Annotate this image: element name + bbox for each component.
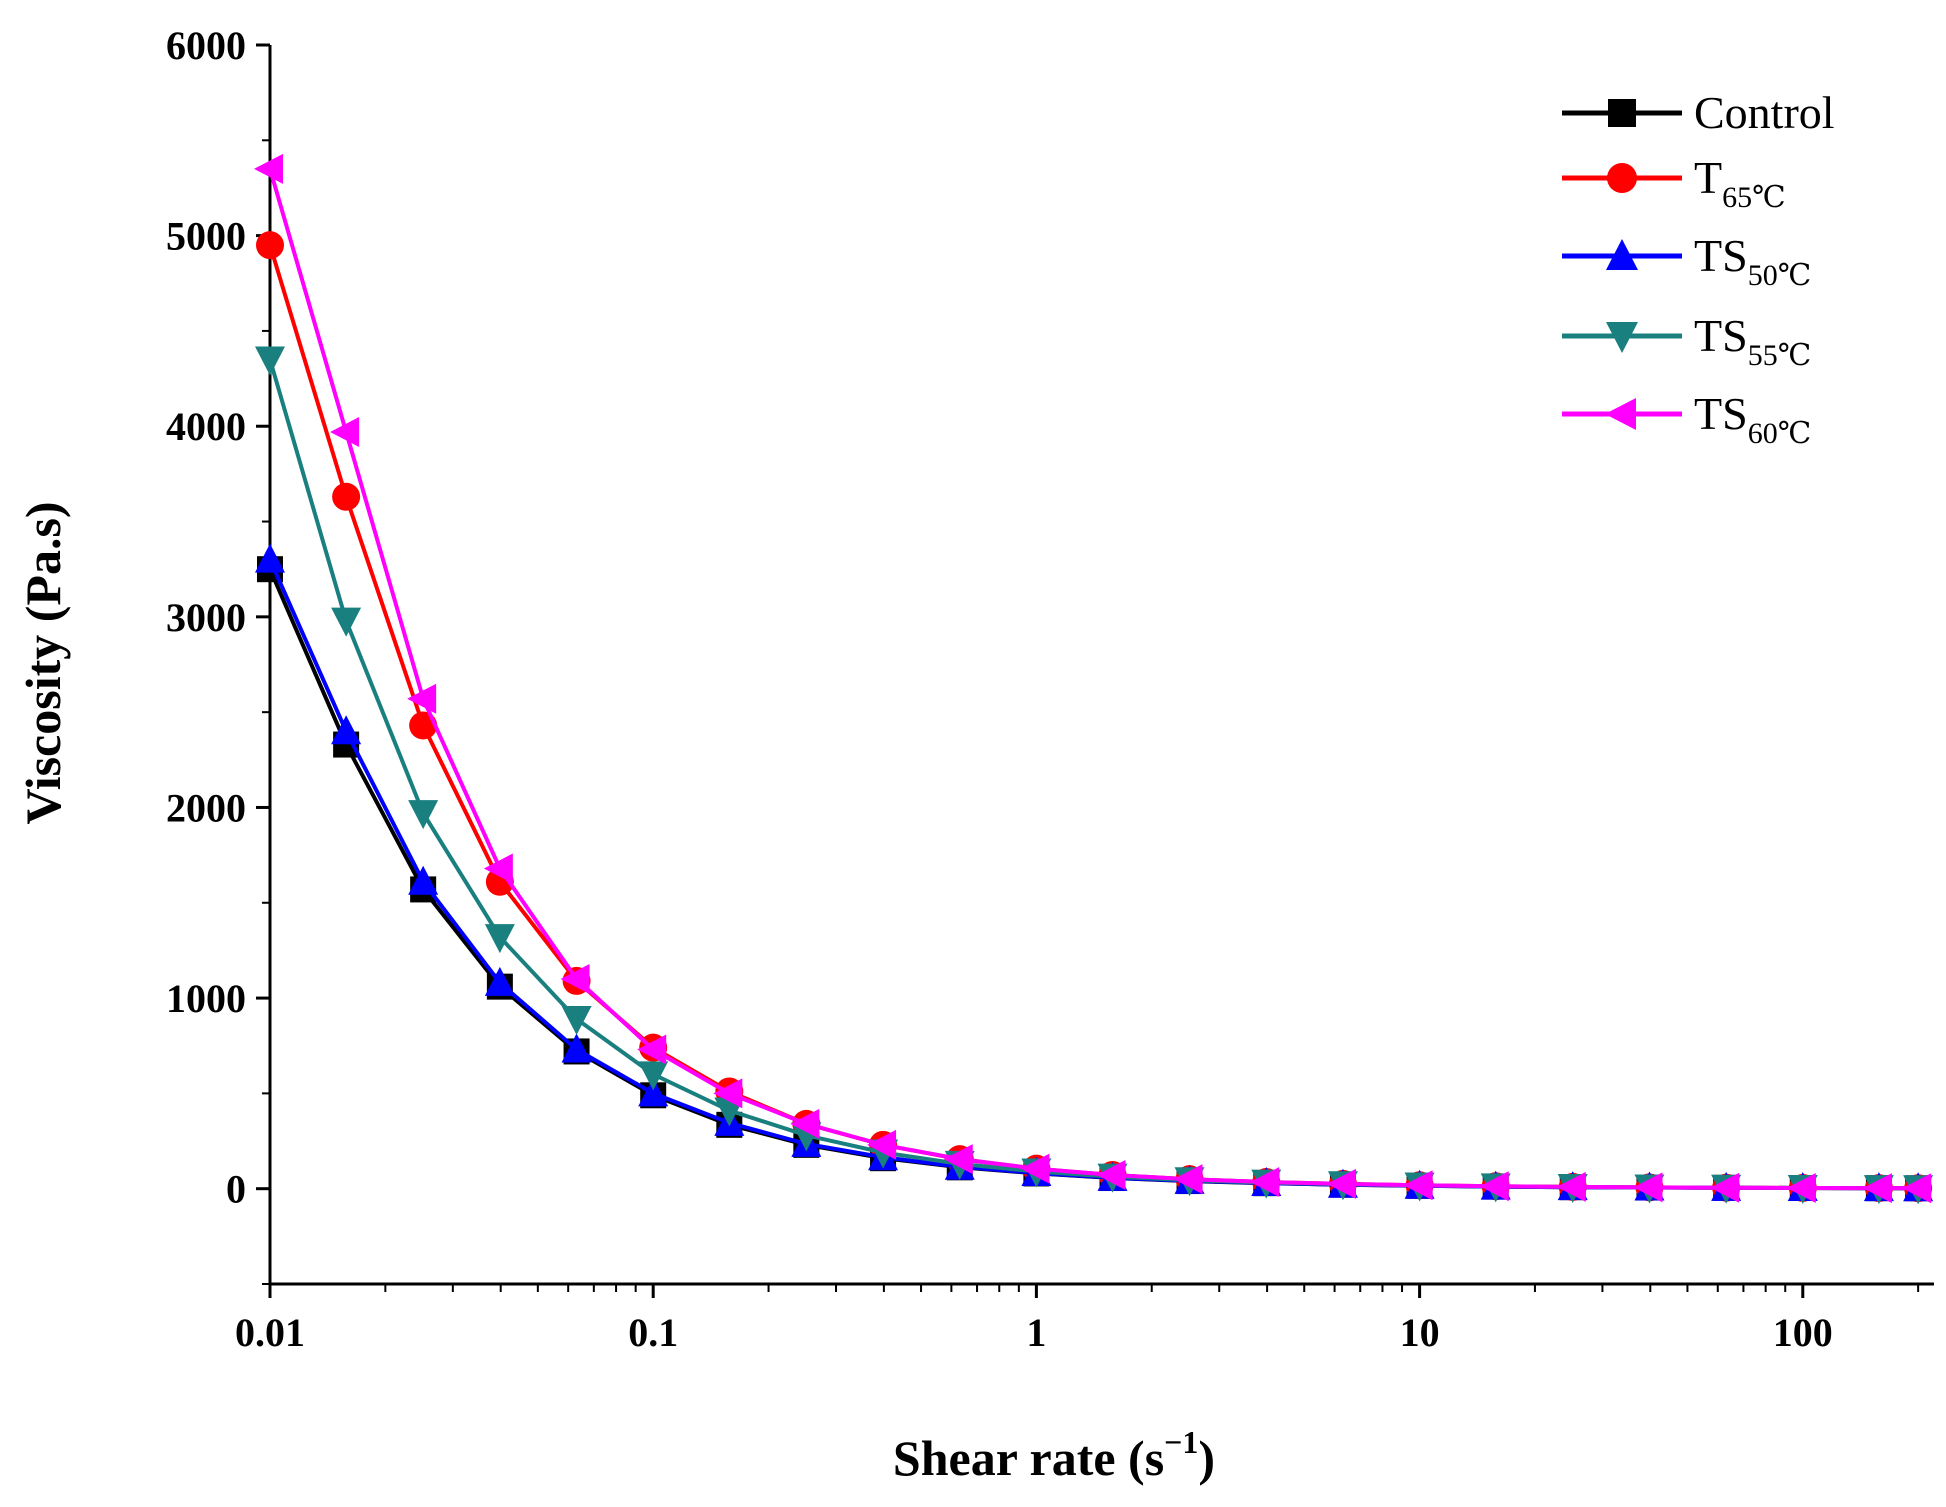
legend-marker [1606,322,1638,353]
data-point [408,800,439,830]
data-point [1173,1164,1203,1195]
y-tick-label: 3000 [166,595,246,640]
legend-item: TS60℃ [1562,388,1811,450]
data-point [483,853,513,884]
legend-label: TS50℃ [1694,230,1811,292]
data-point [331,607,362,637]
legend-marker [1608,99,1636,127]
y-tick-label: 5000 [166,214,246,259]
data-point [408,865,439,895]
legend-label-main: T [1694,152,1722,203]
x-axis-title: Shear rate (s−1) [893,1424,1215,1486]
data-point [255,543,285,573]
series-ts-55- [255,346,1934,1205]
data-point [1710,1172,1740,1203]
legend-label-subscript: 50℃ [1748,259,1812,292]
axes: 0 1000 2000 3000 4000 5000 6000 0.01 0.1 1 10 100 [166,23,1934,1355]
legend-marker [1607,163,1637,193]
data-point [255,346,285,376]
data-point [256,231,284,260]
data-point [332,482,361,511]
x-tick-label: 1 [1026,1310,1046,1355]
y-tick-label: 2000 [166,785,246,830]
legend-label-main: TS [1694,230,1748,281]
data-point [1902,1173,1932,1204]
data-point [560,964,590,995]
legend-label-main: TS [1694,310,1748,361]
data-point [407,683,437,714]
data-point [1862,1173,1892,1204]
x-axis-title-main: Shear rate (s [893,1430,1164,1486]
legend-item: Control [1562,87,1835,138]
series-t-65- [256,231,1933,1203]
data-point [330,416,360,447]
legend-marker [1605,398,1636,430]
data-point [637,1034,667,1065]
y-tick-label: 4000 [166,404,246,449]
x-tick-label: 0.01 [235,1310,305,1355]
legend-label-main: TS [1694,388,1748,439]
data-point [790,1108,820,1139]
data-point [1556,1171,1586,1202]
series-layer [254,153,1934,1205]
legend-label-subscript: 60℃ [1748,417,1812,450]
data-point [1326,1168,1356,1199]
legend-item: TS50℃ [1562,230,1811,292]
x-axis-title-superscript: −1 [1164,1424,1198,1460]
legend-label: Control [1694,87,1835,138]
series-line [268,244,1919,1191]
data-point [713,1078,743,1109]
data-point [1786,1172,1816,1203]
data-point [1250,1167,1280,1198]
data-point [1633,1172,1663,1203]
series-ts-60- [254,153,1932,1204]
series-line [268,568,1919,1191]
data-point [867,1129,897,1160]
data-point [638,1061,669,1091]
series-line [268,168,1919,1191]
x-tick-label: 0.1 [628,1310,678,1355]
legend-label: TS60℃ [1694,388,1811,450]
x-tick-label: 100 [1773,1310,1833,1355]
data-point [254,153,283,184]
x-tick-label: 10 [1400,1310,1440,1355]
legend-item: T65℃ [1562,152,1786,214]
data-point [331,715,362,745]
x-axis-title-close: ) [1198,1430,1215,1486]
y-tick-label: 6000 [166,23,246,68]
data-point [561,1006,592,1036]
data-point [638,1077,669,1107]
legend-label-subscript: 65℃ [1722,181,1786,214]
data-point [943,1144,973,1175]
y-axis-title: Viscosity (Pa.s) [15,501,71,824]
data-point [1403,1170,1433,1201]
data-point [484,966,515,996]
series-line [268,358,1919,1191]
data-point [1020,1153,1050,1184]
legend-item: TS55℃ [1562,310,1811,372]
legend-marker [1606,239,1638,270]
data-point [561,1033,592,1063]
legend-label: TS55℃ [1694,310,1811,372]
legend-label-subscript: 55℃ [1748,339,1812,372]
data-point [484,924,515,954]
data-point [1096,1159,1126,1190]
data-point [1479,1171,1509,1202]
y-tick-label: 0 [226,1167,246,1212]
y-tick-label: 1000 [166,976,246,1021]
legend-label: T65℃ [1694,152,1786,214]
series-line [268,558,1919,1191]
legend-label-main: Control [1694,87,1835,138]
